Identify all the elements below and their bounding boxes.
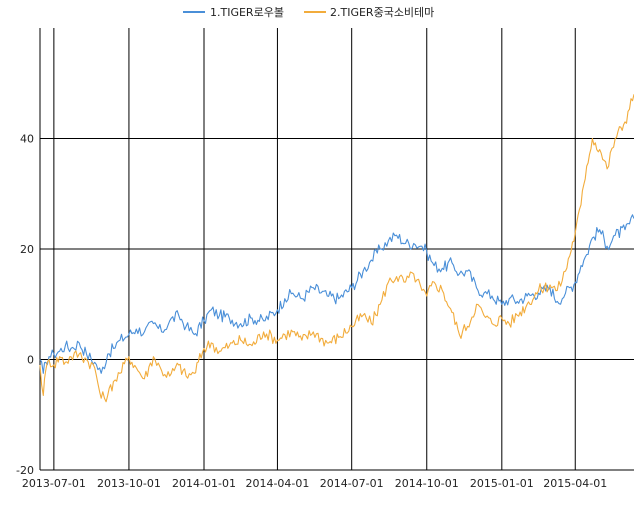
x-tick-label: 2013-07-01 (22, 477, 86, 490)
series-line-2 (39, 94, 634, 403)
legend-label-1[interactable]: 1.TIGER로우볼 (210, 6, 284, 19)
x-tick-label: 2015-01-01 (470, 477, 534, 490)
y-tick-label: 0 (27, 354, 34, 367)
axes: -20 0 20 40 2013-07-01 2013-10-01 2014-01-01 20… (16, 28, 607, 490)
grid-lines (40, 28, 634, 471)
x-tick-label: 2014-10-01 (395, 477, 459, 490)
x-tick-label: 2015-04-01 (543, 477, 607, 490)
x-tick-label: 2014-01-01 (172, 477, 236, 490)
y-tick-label: 20 (20, 243, 34, 256)
y-tick-label: -20 (16, 464, 34, 477)
y-tick-label: 40 (20, 133, 34, 146)
legend: 1.TIGER로우볼 2.TIGER중국소비테마 (183, 6, 434, 19)
x-tick-label: 2014-07-01 (320, 477, 384, 490)
series-line-1 (39, 214, 634, 374)
series-lines (39, 94, 634, 403)
x-tick-label: 2014-04-01 (245, 477, 309, 490)
x-tick-label: 2013-10-01 (97, 477, 161, 490)
legend-label-2[interactable]: 2.TIGER중국소비테마 (330, 6, 434, 19)
